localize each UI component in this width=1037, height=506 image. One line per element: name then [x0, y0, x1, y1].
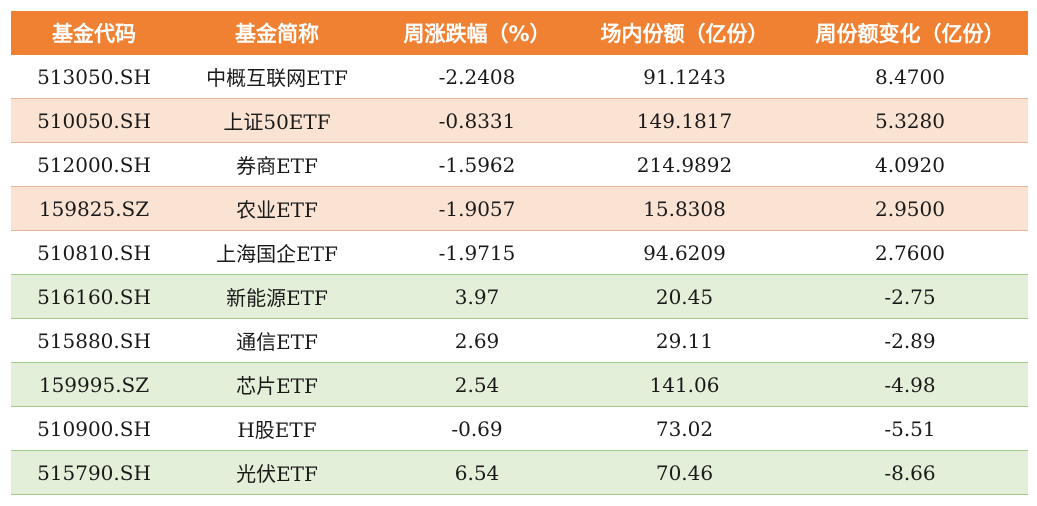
cell-fund-name: 通信ETF: [177, 318, 377, 363]
cell-share-change: 2.7600: [792, 230, 1028, 275]
cell-share-change: -2.89: [792, 318, 1028, 363]
cell-weekly-change: -1.5962: [377, 142, 577, 187]
cell-shares: 73.02: [577, 406, 792, 451]
cell-shares: 29.11: [577, 318, 792, 363]
cell-fund-name: H股ETF: [177, 406, 377, 451]
cell-shares: 70.46: [577, 450, 792, 495]
cell-shares: 214.9892: [577, 142, 792, 187]
table-row: 510810.SH 上海国企ETF -1.9715 94.6209 2.7600: [11, 230, 1028, 275]
cell-weekly-change: -1.9715: [377, 230, 577, 275]
table-row: 512000.SH 券商ETF -1.5962 214.9892 4.0920: [11, 142, 1028, 187]
cell-fund-code: 515880.SH: [11, 318, 177, 363]
cell-share-change: -2.75: [792, 274, 1028, 319]
table-row: 510050.SH 上证50ETF -0.8331 149.1817 5.328…: [11, 98, 1028, 143]
cell-fund-code: 516160.SH: [11, 274, 177, 319]
table-row: 516160.SH 新能源ETF 3.97 20.45 -2.75: [11, 274, 1028, 319]
cell-fund-code: 159825.SZ: [11, 186, 177, 231]
table-row: 513050.SH 中概互联网ETF -2.2408 91.1243 8.470…: [11, 55, 1028, 99]
header-weekly-change: 周涨跌幅（%）: [377, 11, 577, 55]
cell-fund-name: 中概互联网ETF: [177, 55, 377, 99]
table-row: 510900.SH H股ETF -0.69 73.02 -5.51: [11, 406, 1028, 451]
cell-shares: 94.6209: [577, 230, 792, 275]
cell-weekly-change: 3.97: [377, 274, 577, 319]
cell-weekly-change: 2.69: [377, 318, 577, 363]
cell-shares: 149.1817: [577, 98, 792, 143]
cell-fund-code: 510810.SH: [11, 230, 177, 275]
header-shares: 场内份额（亿份）: [577, 11, 792, 55]
cell-shares: 20.45: [577, 274, 792, 319]
cell-shares: 91.1243: [577, 55, 792, 99]
cell-shares: 15.8308: [577, 186, 792, 231]
cell-fund-code: 512000.SH: [11, 142, 177, 187]
cell-weekly-change: -2.2408: [377, 55, 577, 99]
cell-fund-name: 光伏ETF: [177, 450, 377, 495]
table-row: 159825.SZ 农业ETF -1.9057 15.8308 2.9500: [11, 186, 1028, 231]
cell-share-change: 4.0920: [792, 142, 1028, 187]
header-fund-name: 基金简称: [177, 11, 377, 55]
cell-fund-name: 上证50ETF: [177, 98, 377, 143]
cell-fund-code: 513050.SH: [11, 55, 177, 99]
cell-fund-name: 上海国企ETF: [177, 230, 377, 275]
cell-share-change: 8.4700: [792, 55, 1028, 99]
header-share-change: 周份额变化（亿份）: [792, 11, 1028, 55]
etf-table-container: 基金代码 基金简称 周涨跌幅（%） 场内份额（亿份） 周份额变化（亿份） 513…: [11, 11, 1028, 495]
cell-share-change: -4.98: [792, 362, 1028, 407]
cell-fund-code: 510900.SH: [11, 406, 177, 451]
cell-fund-name: 券商ETF: [177, 142, 377, 187]
header-fund-code: 基金代码: [11, 11, 177, 55]
cell-weekly-change: 6.54: [377, 450, 577, 495]
cell-weekly-change: 2.54: [377, 362, 577, 407]
table-header-row: 基金代码 基金简称 周涨跌幅（%） 场内份额（亿份） 周份额变化（亿份）: [11, 11, 1028, 55]
cell-shares: 141.06: [577, 362, 792, 407]
cell-share-change: 5.3280: [792, 98, 1028, 143]
cell-share-change: -5.51: [792, 406, 1028, 451]
table-row: 515790.SH 光伏ETF 6.54 70.46 -8.66: [11, 450, 1028, 495]
cell-share-change: -8.66: [792, 450, 1028, 495]
cell-fund-code: 159995.SZ: [11, 362, 177, 407]
cell-fund-code: 515790.SH: [11, 450, 177, 495]
cell-weekly-change: -0.8331: [377, 98, 577, 143]
cell-fund-name: 芯片ETF: [177, 362, 377, 407]
cell-fund-name: 新能源ETF: [177, 274, 377, 319]
cell-fund-name: 农业ETF: [177, 186, 377, 231]
cell-fund-code: 510050.SH: [11, 98, 177, 143]
table-row: 159995.SZ 芯片ETF 2.54 141.06 -4.98: [11, 362, 1028, 407]
cell-weekly-change: -1.9057: [377, 186, 577, 231]
etf-share-table: 基金代码 基金简称 周涨跌幅（%） 场内份额（亿份） 周份额变化（亿份） 513…: [11, 11, 1028, 495]
table-row: 515880.SH 通信ETF 2.69 29.11 -2.89: [11, 318, 1028, 363]
cell-weekly-change: -0.69: [377, 406, 577, 451]
cell-share-change: 2.9500: [792, 186, 1028, 231]
